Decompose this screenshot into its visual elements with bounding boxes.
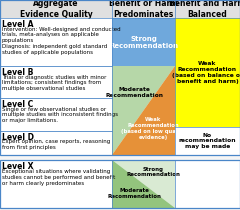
Text: Level B: Level B <box>2 68 33 77</box>
Text: Strong
Recommendation: Strong Recommendation <box>126 167 180 177</box>
Bar <box>112 18 175 66</box>
Bar <box>0 0 112 18</box>
Polygon shape <box>112 66 175 155</box>
Text: Expert opinion, case reports, reasoning
from first principles: Expert opinion, case reports, reasoning … <box>2 139 110 150</box>
Bar <box>112 0 175 18</box>
Polygon shape <box>112 160 175 208</box>
Bar <box>0 18 112 155</box>
Bar <box>0 160 112 208</box>
Text: Aggregate
Evidence Quality: Aggregate Evidence Quality <box>20 0 92 19</box>
Text: Strong
Recommendation: Strong Recommendation <box>109 35 178 49</box>
Bar <box>0 160 240 208</box>
Text: Level D: Level D <box>2 133 34 142</box>
Text: Moderate
Recommendation: Moderate Recommendation <box>107 188 161 199</box>
Text: Trials or diagnostic studies with minor
limitations; consistent findings from
mu: Trials or diagnostic studies with minor … <box>2 75 106 91</box>
Text: Weak
Recommendation
(based on low quality
evidence): Weak Recommendation (based on low qualit… <box>121 117 185 139</box>
Text: Intervention: Well-designed and conducted
trials, meta-analyses on applicable
po: Intervention: Well-designed and conducte… <box>2 26 121 55</box>
Text: Level A: Level A <box>2 20 34 29</box>
Text: Single or few observational studies or
multiple studies with inconsistent findin: Single or few observational studies or m… <box>2 106 118 123</box>
Text: Level C: Level C <box>2 100 33 109</box>
Polygon shape <box>112 66 175 155</box>
Text: No
recommendation
may be made: No recommendation may be made <box>179 133 236 149</box>
Bar <box>0 0 240 155</box>
Bar <box>175 160 240 208</box>
Text: Exceptional situations where validating
studies cannot be performed and benefit
: Exceptional situations where validating … <box>2 169 115 186</box>
Bar <box>175 0 240 18</box>
Text: Moderate
Recommendation: Moderate Recommendation <box>105 87 163 98</box>
Text: Benefit and Harm
Balanced: Benefit and Harm Balanced <box>169 0 240 19</box>
Text: Benefit or Harm
Predominates: Benefit or Harm Predominates <box>109 0 178 19</box>
Text: Level X: Level X <box>2 162 34 171</box>
Bar <box>175 18 240 127</box>
Polygon shape <box>112 160 175 208</box>
Bar <box>175 127 240 155</box>
Text: Weak
Recommendation
(based on balance of
benefit and harm): Weak Recommendation (based on balance of… <box>172 61 240 84</box>
